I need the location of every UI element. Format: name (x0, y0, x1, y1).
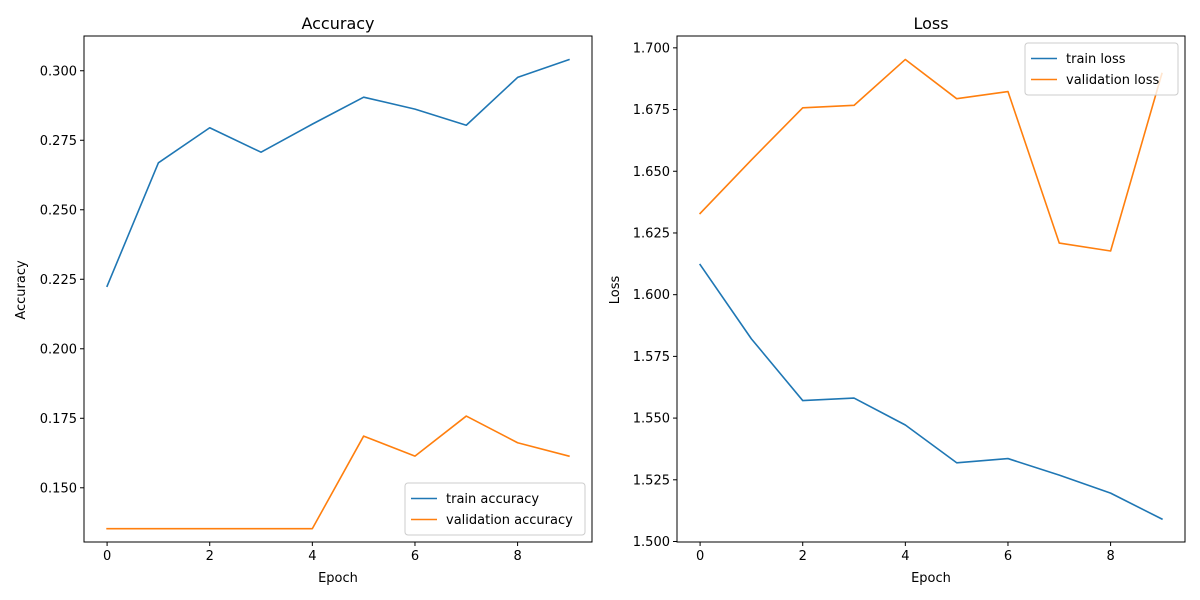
legend-box (404, 482, 586, 536)
x-tick-label: 2 (799, 549, 807, 564)
y-tick-label: 0.250 (40, 203, 77, 218)
y-tick-label: 1.550 (633, 412, 670, 427)
y-tick-label: 0.275 (40, 134, 77, 149)
axis-ticks: 0 2 4 6 8 1.500 1.525 1.550 1.575 1.600 1.625 1.650… (633, 41, 1115, 564)
x-axis-label: Epoch (911, 571, 951, 586)
legend-label: validation accuracy (446, 513, 573, 528)
legend: train loss validation loss (1024, 42, 1179, 96)
y-tick-label: 0.150 (40, 481, 77, 496)
series-line-0 (106, 58, 570, 288)
axes-frame (676, 35, 1186, 543)
y-tick-label: 0.225 (40, 273, 77, 288)
legend-label: train accuracy (446, 492, 539, 507)
x-tick-label: 8 (513, 549, 521, 564)
x-tick-label: 8 (1106, 549, 1114, 564)
y-tick-label: 1.600 (633, 288, 670, 303)
y-tick-label: 1.650 (633, 165, 670, 180)
axes-frame (83, 35, 593, 543)
y-tick-label: 1.575 (633, 350, 670, 365)
x-axis-label: Epoch (318, 571, 358, 586)
y-tick-label: 1.625 (633, 226, 670, 241)
y-tick-label: 0.200 (40, 342, 77, 357)
y-tick-label: 1.675 (633, 103, 670, 118)
legend: train accuracy validation accuracy (404, 482, 586, 536)
x-tick-label: 2 (206, 549, 214, 564)
series-line-0 (698, 263, 1163, 521)
x-tick-label: 6 (411, 549, 419, 564)
y-axis-label: Accuracy (14, 260, 29, 320)
axis-ticks: 0 2 4 6 8 0.150 0.175 0.200 0.225 0.250 0.275 0.300 (40, 64, 522, 564)
x-tick-label: 4 (308, 549, 316, 564)
x-tick-label: 6 (1004, 549, 1012, 564)
x-tick-label: 0 (696, 549, 704, 564)
legend-label: train loss (1066, 52, 1126, 67)
accuracy-chart: Accuracy Epoch Accuracy 0 2 4 6 80.1500.1750… (14, 14, 593, 586)
y-axis-label: Loss (608, 276, 623, 305)
y-tick-label: 1.700 (633, 41, 670, 56)
y-tick-label: 0.300 (40, 64, 77, 79)
x-tick-label: 0 (103, 549, 111, 564)
chart-title: Loss (913, 14, 948, 33)
legend-box (1024, 42, 1179, 96)
plot-lines (698, 58, 1163, 521)
y-tick-label: 0.175 (40, 412, 77, 427)
y-tick-label: 1.500 (633, 535, 670, 550)
plot-lines (106, 58, 570, 530)
loss-chart: Loss Epoch Loss 0 2 4 6 8 1.500 1.525 1.550 1.57… (608, 14, 1186, 586)
y-tick-label: 1.525 (633, 473, 670, 488)
series-line-1 (106, 415, 570, 530)
legend-label: validation loss (1066, 73, 1159, 88)
chart-title: Accuracy (301, 14, 374, 33)
series-line-1 (698, 58, 1163, 252)
x-tick-label: 4 (901, 549, 909, 564)
